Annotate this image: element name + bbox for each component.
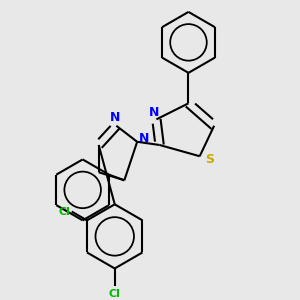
Text: N: N — [149, 106, 159, 119]
Text: N: N — [110, 111, 120, 124]
Text: Cl: Cl — [109, 289, 121, 299]
Text: S: S — [205, 153, 214, 166]
Text: N: N — [139, 132, 149, 145]
Text: Cl: Cl — [58, 206, 70, 217]
